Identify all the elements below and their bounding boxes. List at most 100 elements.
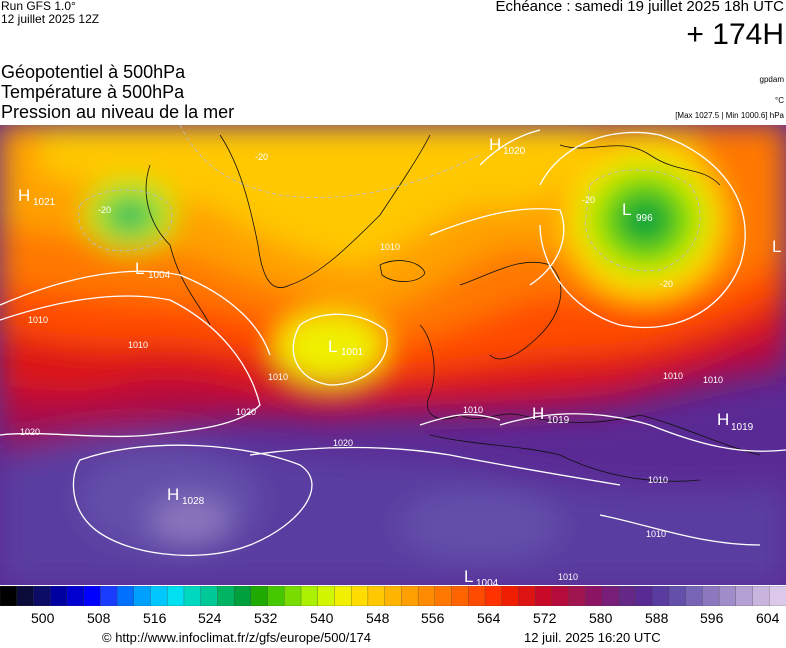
color-scale-swatch [50,586,68,606]
scale-tick-label: 508 [87,610,111,626]
variable-geopotential: Géopotentiel à 500hPa [1,62,186,82]
color-scale-swatch [351,586,369,606]
svg-text:L: L [135,259,144,278]
color-scale-swatch [83,586,101,606]
svg-text:1021: 1021 [33,197,56,208]
pressure-center-high: H 1020 [489,135,526,157]
isobar-label: 1010 [128,340,148,350]
weather-map-canvas: 1010 1010 1010 1010 1010 1010 1010 1020 … [0,125,786,585]
color-scale-swatch [417,586,436,606]
isobar-label: 1010 [646,529,666,539]
color-scale-swatch [16,586,35,606]
color-scale-swatch [367,586,386,606]
color-scale-swatch [200,586,219,606]
color-scale-swatch [217,586,235,606]
color-scale-swatch [652,586,670,606]
temperature-label: -20 [255,152,268,162]
color-scale-bar [0,586,786,606]
isobar-label: 1010 [558,572,578,582]
pressure-center-high: H 1019 [532,404,570,426]
pressure-centers: H 1021 L 1004 H 1020 L 996 L L 1001 [18,135,781,585]
color-scale-swatch [401,586,419,606]
pressure-center-high: H 1021 [18,186,56,208]
scale-tick-label: 588 [645,610,669,626]
svg-text:H: H [489,135,501,154]
svg-text:L: L [622,200,631,219]
color-scale-swatch [116,586,135,606]
color-scale-swatch [484,586,503,606]
color-scale-swatch [551,586,570,606]
color-scale-swatch [334,586,352,606]
color-scale-swatch [501,586,520,606]
color-scale-swatch [752,586,770,606]
color-scale-swatch [434,586,453,606]
svg-text:H: H [532,404,544,423]
pressure-center-high: H 1019 [717,410,754,433]
lead-time-label: + 174H [686,18,784,51]
svg-text:1020: 1020 [503,146,526,157]
source-link[interactable]: © http://www.infoclimat.fr/z/gfs/europe/… [102,630,371,645]
color-scale-swatch [718,586,737,606]
valid-time-label: Echéance : samedi 19 juillet 2025 18h UT… [495,0,784,15]
temperature-label: -20 [98,205,111,215]
color-scale-swatch [451,586,469,606]
isobar-label: 1010 [463,405,483,415]
scale-tick-label: 580 [589,610,613,626]
svg-text:1019: 1019 [547,415,570,426]
svg-text:1004: 1004 [148,270,171,281]
color-scale-swatch [702,586,720,606]
color-scale-swatch [66,586,85,606]
color-scale-swatch [618,586,637,606]
scale-tick-label: 548 [366,610,390,626]
svg-text:1019: 1019 [731,422,754,433]
color-scale-swatch [535,586,553,606]
color-scale-swatch [300,586,319,606]
svg-text:H: H [167,485,179,504]
color-scale-swatch [0,586,18,606]
isobar-label: 1010 [703,375,723,385]
pressure-center-low: L 996 [622,200,653,224]
color-scale-swatch [568,586,586,606]
unit-pressure-range: [Max 1027.5 | Min 1000.6] hPa [675,111,784,120]
scale-tick-label: 556 [421,610,445,626]
scale-tick-label: 516 [143,610,167,626]
scale-tick-label: 500 [31,610,55,626]
pressure-center-low: L 1004 [464,567,499,585]
unit-geopotential: gpdam [759,75,784,84]
color-scale-swatch [384,586,403,606]
scale-tick-label: 540 [310,610,334,626]
svg-text:L: L [464,567,473,585]
svg-text:1028: 1028 [182,496,205,507]
svg-text:1004: 1004 [476,578,499,585]
color-scale-swatch [33,586,51,606]
generated-timestamp: 12 juil. 2025 16:20 UTC [524,630,661,645]
svg-text:L: L [328,337,337,356]
isobar-label: 1020 [333,438,353,448]
color-scale-swatch [685,586,704,606]
isobar-label: 1010 [268,372,288,382]
svg-text:H: H [18,186,30,205]
color-scale-swatch [267,586,285,606]
weather-map[interactable]: 1010 1010 1010 1010 1010 1010 1010 1020 … [0,125,786,585]
pressure-center-low: L 1004 [135,259,171,281]
svg-text:1001: 1001 [341,347,364,358]
isobar-label: 1010 [648,475,668,485]
color-scale-swatch [183,586,202,606]
color-scale-swatch [769,586,786,606]
scale-tick-label: 532 [254,610,278,626]
color-scale-swatch [250,586,269,606]
pressure-center-low: L [772,237,781,256]
color-scale-swatch [635,586,653,606]
isobar-label: 1010 [28,315,48,325]
color-scale-swatch [284,586,302,606]
scale-tick-label: 564 [477,610,501,626]
pressure-center-low: L 1001 [328,337,364,358]
color-scale-swatch [585,586,603,606]
unit-temperature: °C [775,96,784,105]
temperature-label: -20 [582,195,595,205]
isobar-label: 1020 [20,427,40,437]
isobar-label: 1010 [380,242,400,252]
color-scale-swatch [468,586,486,606]
coastlines [145,134,761,482]
scale-tick-label: 604 [756,610,780,626]
